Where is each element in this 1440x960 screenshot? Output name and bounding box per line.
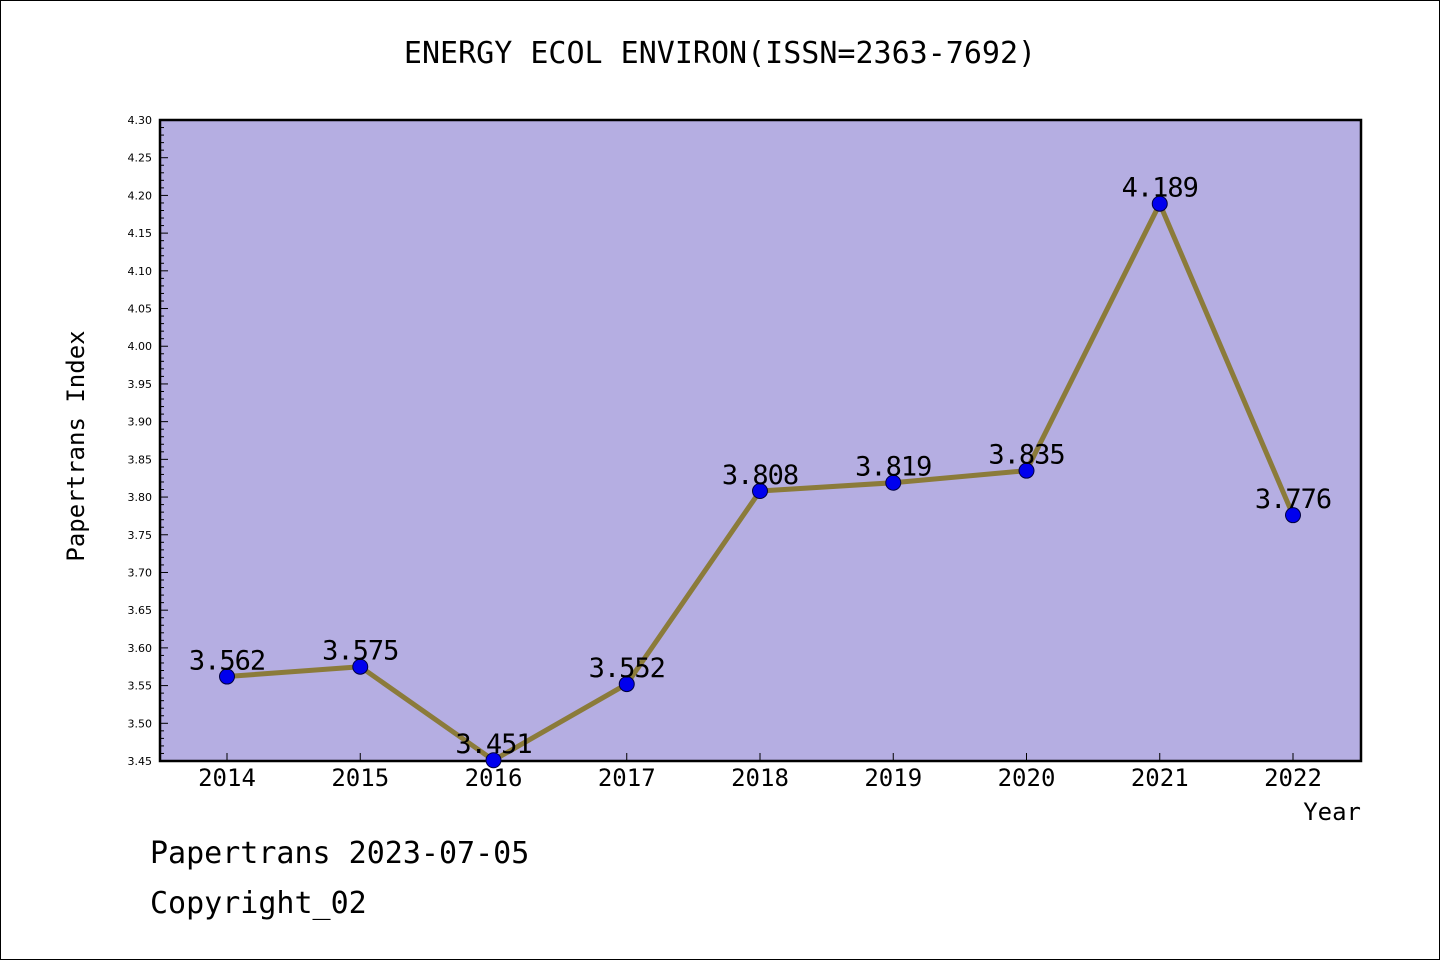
y-tick-label: 4.25 [128, 152, 153, 165]
y-tick-label: 3.80 [128, 491, 153, 504]
data-point [1018, 462, 1035, 479]
data-label: 3.562 [189, 646, 265, 677]
y-tick-label: 3.45 [128, 755, 153, 768]
x-tick-label: 2016 [465, 764, 523, 792]
y-axis-label: Papertrans Index [62, 330, 90, 561]
footer-copyright-text: Copyright_02 [150, 886, 367, 921]
data-label: 4.189 [1122, 173, 1198, 204]
x-axis-label: Year [1303, 798, 1361, 826]
y-tick-label: 3.90 [128, 416, 153, 429]
x-tick-label: 2022 [1264, 764, 1322, 792]
data-point [485, 752, 502, 769]
data-point [219, 668, 235, 685]
plot-area [160, 120, 1361, 761]
data-point [752, 483, 768, 500]
x-tick-label: 2015 [331, 764, 389, 792]
y-tick-label: 4.30 [128, 114, 153, 127]
y-tick-label: 4.05 [128, 303, 153, 316]
y-tick-label: 3.60 [128, 642, 153, 655]
y-tick-label: 3.70 [128, 566, 153, 579]
y-tick-label: 3.55 [128, 680, 153, 693]
data-point [618, 676, 635, 693]
x-tick-label: 2017 [598, 764, 656, 792]
data-point [352, 658, 369, 675]
data-label: 3.776 [1255, 484, 1331, 515]
data-point [885, 474, 902, 491]
y-tick-label: 3.85 [128, 453, 153, 466]
data-label: 3.451 [455, 729, 531, 760]
x-tick-label: 2020 [998, 764, 1056, 792]
y-tick-label: 4.20 [128, 189, 153, 202]
data-label: 3.835 [988, 440, 1064, 471]
data-point [1285, 507, 1301, 524]
y-tick-label: 4.10 [128, 265, 153, 278]
y-tick-label: 3.95 [128, 378, 153, 391]
data-label: 3.819 [855, 452, 931, 483]
y-tick-label: 3.65 [128, 604, 153, 617]
y-tick-label: 4.00 [128, 340, 153, 353]
x-tick-label: 2014 [198, 764, 256, 792]
x-tick-label: 2019 [864, 764, 922, 792]
plot-border [158, 118, 1363, 763]
x-tick-label: 2018 [731, 764, 789, 792]
data-point [1151, 195, 1168, 212]
y-tick-label: 3.50 [128, 717, 153, 730]
y-tick-label: 3.75 [128, 529, 153, 542]
data-label: 3.575 [322, 636, 398, 667]
chart-title: ENERGY ECOL ENVIRON(ISSN=2363-7692) [403, 36, 1037, 71]
data-label: 3.808 [722, 460, 798, 491]
footer-date-text: Papertrans 2023-07-05 [150, 836, 530, 871]
data-label: 3.552 [589, 653, 665, 684]
y-tick-label: 4.15 [128, 227, 153, 240]
x-tick-label: 2021 [1131, 764, 1189, 792]
